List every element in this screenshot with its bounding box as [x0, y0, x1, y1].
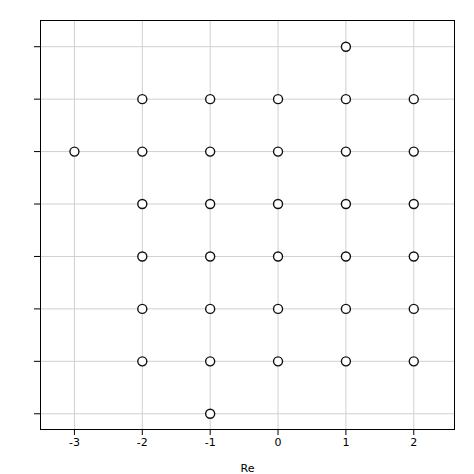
svg-text:1: 1: [342, 436, 349, 449]
svg-text:0: 0: [275, 436, 282, 449]
svg-text:-2: -2: [137, 436, 148, 449]
svg-text:2: 2: [410, 436, 417, 449]
svg-text:-3: -3: [69, 436, 80, 449]
svg-text:Re: Re: [241, 462, 255, 474]
svg-text:-1: -1: [205, 436, 216, 449]
